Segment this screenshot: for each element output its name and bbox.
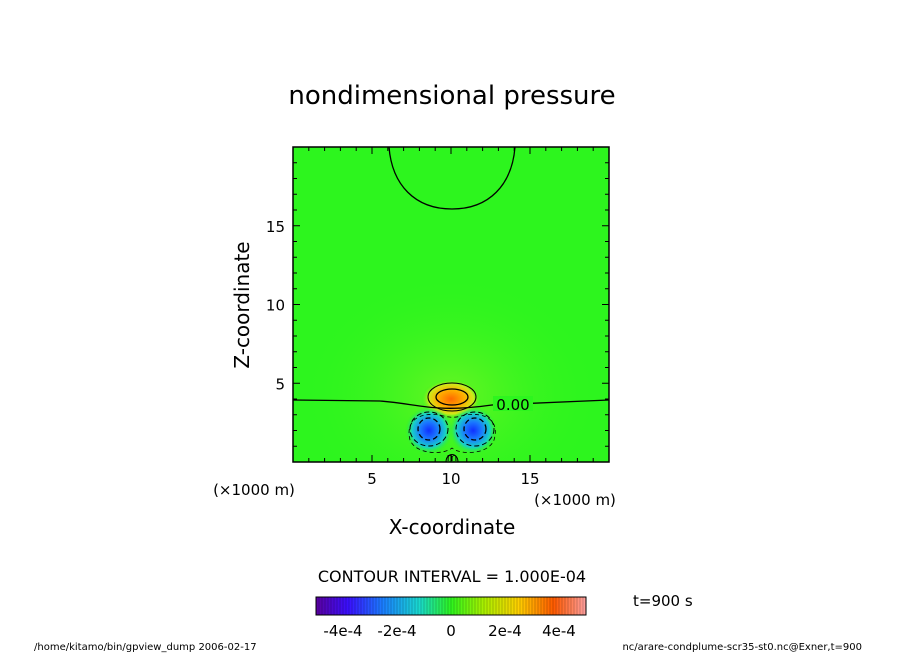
contour-label-bg (493, 396, 533, 411)
colorbar-tick-labels: -4e-4 -2e-4 0 2e-4 4e-4 (323, 622, 575, 640)
contour-interval: CONTOUR INTERVAL = 1.000E-04 (318, 567, 586, 586)
x-tick-label: 5 (367, 470, 377, 488)
colorbar-tick-label: -2e-4 (377, 622, 416, 640)
x-tick-labels: 5 10 15 (367, 470, 539, 488)
contour-high-outer (427, 382, 477, 412)
colorbar-frame (315, 596, 587, 616)
contour-field (293, 147, 609, 462)
y-tick-label: 10 (266, 297, 285, 315)
x-axis-unit: (×1000 m) (534, 491, 616, 509)
colorbar-stripes (318, 597, 584, 615)
y-axis-unit: (×1000 m) (213, 481, 295, 499)
contour-low-right-inner (463, 417, 487, 441)
pressure-low-left (404, 406, 453, 455)
chart-title: nondimensional pressure (288, 81, 615, 111)
y-axis-label: Z-coordinate (230, 241, 254, 368)
colorbar-tick-label: 2e-4 (488, 622, 522, 640)
y-tick-label: 5 (275, 375, 285, 393)
x-tick-label: 15 (520, 470, 539, 488)
footer-left: /home/kitamo/bin/gpview_dump 2006-02-17 (34, 642, 257, 653)
time-label: t=900 s (633, 592, 693, 610)
contour-bottom-arc (445, 454, 459, 462)
contour-low-right-outer (455, 411, 495, 447)
colorbar: -4e-4 -2e-4 0 2e-4 4e-4 (315, 596, 587, 640)
pressure-low-right (449, 406, 498, 455)
contour-low-envelope (408, 413, 496, 453)
y-tick-label: 15 (266, 218, 285, 236)
x-axis-label: X-coordinate (389, 515, 516, 539)
colorbar-tick-label: 4e-4 (542, 622, 576, 640)
contour-low-left-inner (417, 417, 441, 441)
field-glow (301, 275, 601, 462)
colorbar-tick-label: -4e-4 (323, 622, 362, 640)
footer-right: nc/arare-condplume-scr35-st0.nc@Exner,t=… (622, 642, 862, 653)
contour-zero-line (293, 399, 609, 410)
contour-upper-dome (388, 147, 516, 210)
colorbar-tick-label: 0 (446, 622, 456, 640)
contour-label: 0.00 (496, 396, 529, 414)
contour-low-left-outer (409, 411, 449, 447)
y-tick-labels: 5 10 15 (266, 218, 285, 394)
contour-high-inner (435, 388, 469, 406)
x-tick-label: 10 (441, 470, 460, 488)
plot-area: 0.00 m (292, 146, 610, 464)
contour-low-label: m (447, 451, 458, 464)
axis-ticks (292, 146, 610, 463)
